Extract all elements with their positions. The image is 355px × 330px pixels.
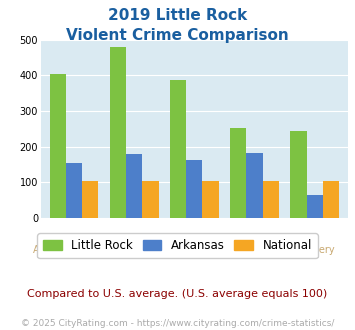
Text: Violent Crime Comparison: Violent Crime Comparison — [66, 28, 289, 43]
Text: Robbery: Robbery — [294, 245, 335, 255]
Bar — [66, 163, 82, 218]
Bar — [246, 153, 263, 218]
Text: Murder & Mans...: Murder & Mans... — [153, 245, 236, 255]
Bar — [142, 182, 159, 218]
Text: © 2025 CityRating.com - https://www.cityrating.com/crime-statistics/: © 2025 CityRating.com - https://www.city… — [21, 319, 334, 328]
Bar — [307, 195, 323, 218]
Bar — [186, 160, 202, 218]
Bar — [82, 182, 98, 218]
Bar — [263, 181, 279, 218]
Bar — [50, 74, 66, 218]
Legend: Little Rock, Arkansas, National: Little Rock, Arkansas, National — [37, 233, 318, 258]
Bar — [323, 181, 339, 218]
Bar — [202, 182, 219, 218]
Text: Aggravated Assault: Aggravated Assault — [86, 233, 182, 243]
Text: 2019 Little Rock: 2019 Little Rock — [108, 8, 247, 23]
Text: All Violent Crime: All Violent Crime — [33, 245, 115, 255]
Bar — [170, 80, 186, 218]
Bar — [230, 128, 246, 218]
Bar — [290, 131, 307, 218]
Text: Compared to U.S. average. (U.S. average equals 100): Compared to U.S. average. (U.S. average … — [27, 289, 328, 299]
Bar — [110, 48, 126, 218]
Text: Rape: Rape — [242, 233, 267, 243]
Bar — [126, 154, 142, 218]
